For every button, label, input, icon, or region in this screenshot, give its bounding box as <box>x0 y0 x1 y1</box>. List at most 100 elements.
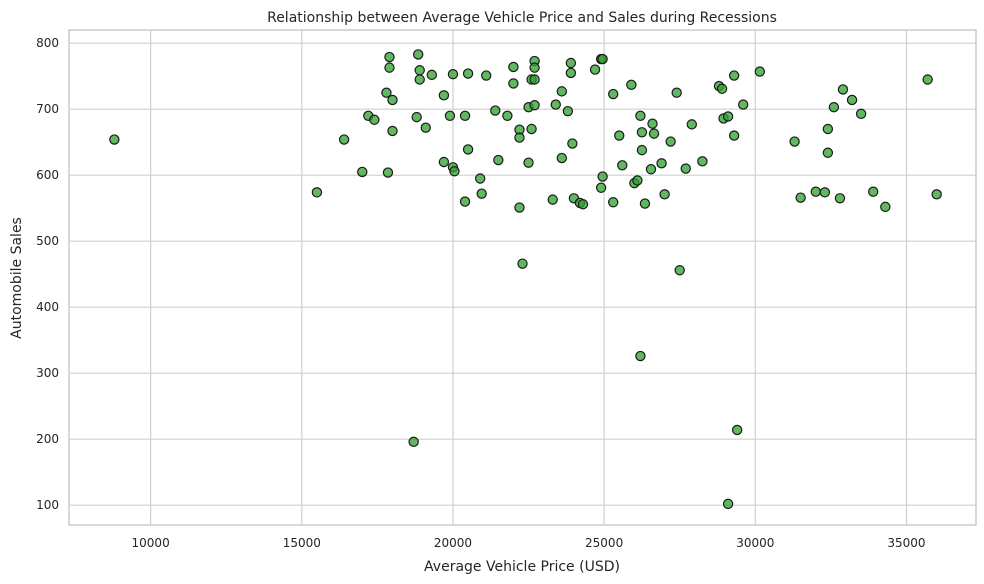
y-tick-label: 500 <box>36 234 59 248</box>
data-point <box>810 186 821 197</box>
data-point <box>635 350 646 362</box>
data-point <box>632 175 643 186</box>
data-point <box>109 134 120 145</box>
data-point <box>514 202 525 213</box>
y-axis-label: Automobile Sales <box>9 217 25 339</box>
x-tick-label: 20000 <box>434 536 472 550</box>
data-point <box>635 110 646 122</box>
data-point <box>738 99 749 110</box>
data-point <box>369 114 380 125</box>
x-tick-labels: 10000 15000 20000 25000 30000 35000 <box>132 536 926 550</box>
x-tick-label: 35000 <box>887 536 925 550</box>
data-point <box>449 166 460 177</box>
data-points <box>109 49 942 510</box>
data-point <box>636 127 648 138</box>
data-point <box>855 108 867 120</box>
data-point <box>382 167 394 178</box>
data-point <box>414 74 425 85</box>
data-point <box>647 118 658 129</box>
data-point <box>822 147 834 158</box>
data-point <box>597 53 608 65</box>
data-point <box>502 110 513 122</box>
data-point <box>412 49 424 60</box>
data-point <box>514 132 525 143</box>
data-point <box>426 69 437 81</box>
data-point <box>846 94 858 106</box>
data-point <box>462 144 474 155</box>
data-point <box>686 119 698 130</box>
data-point <box>656 158 667 169</box>
y-tick-label: 300 <box>36 366 59 380</box>
data-point <box>567 138 578 149</box>
data-point <box>381 87 392 98</box>
data-point <box>547 194 558 205</box>
y-tick-label: 600 <box>36 168 59 182</box>
y-tick-labels: 100 200 300 400 500 600 700 800 <box>36 36 59 512</box>
data-point <box>387 125 398 137</box>
x-axis-label: Average Vehicle Price (USD) <box>424 559 620 575</box>
x-tick-label: 10000 <box>132 536 170 550</box>
y-tick-label: 400 <box>36 300 59 314</box>
data-point <box>476 188 487 199</box>
data-point <box>837 84 849 95</box>
data-point <box>674 265 685 276</box>
data-point <box>614 130 625 141</box>
data-point <box>931 189 942 200</box>
data-point <box>722 111 734 122</box>
data-point <box>597 171 608 182</box>
data-point <box>789 136 800 147</box>
data-point <box>834 193 846 204</box>
data-point <box>754 66 766 77</box>
data-point <box>459 110 471 122</box>
data-point <box>311 187 323 198</box>
data-point <box>722 498 734 510</box>
data-point <box>462 68 474 79</box>
data-point <box>526 123 537 135</box>
data-point <box>665 136 676 147</box>
data-point <box>438 156 450 168</box>
data-point <box>608 88 619 100</box>
data-point <box>577 199 589 210</box>
x-tick-label: 15000 <box>283 536 321 550</box>
data-point <box>728 130 740 141</box>
data-point <box>608 197 619 208</box>
data-point <box>438 90 450 101</box>
data-point <box>880 201 891 213</box>
data-point <box>517 258 528 269</box>
data-point <box>556 152 568 164</box>
data-point <box>565 57 577 69</box>
data-point <box>481 70 492 81</box>
data-point <box>508 61 519 73</box>
data-point <box>387 94 398 106</box>
data-point <box>639 198 651 209</box>
data-point <box>645 164 657 175</box>
data-point <box>595 182 607 193</box>
data-point <box>338 134 350 145</box>
data-point <box>589 64 601 75</box>
chart-title: Relationship between Average Vehicle Pri… <box>267 10 777 26</box>
data-point <box>819 187 831 198</box>
data-point <box>490 105 501 116</box>
data-point <box>822 123 834 135</box>
data-point <box>868 186 879 197</box>
data-point <box>636 144 648 156</box>
data-point <box>411 111 422 123</box>
x-tick-label: 30000 <box>736 536 774 550</box>
data-point <box>680 163 691 174</box>
data-point <box>459 196 471 207</box>
y-tick-label: 100 <box>36 498 59 512</box>
plot-frame <box>68 29 977 526</box>
data-point <box>626 79 637 90</box>
data-point <box>922 74 933 85</box>
x-tick-label: 25000 <box>585 536 623 550</box>
data-point <box>617 160 628 171</box>
data-point <box>562 105 574 117</box>
data-point <box>659 189 670 200</box>
y-tick-label: 800 <box>36 36 59 50</box>
data-point <box>508 78 519 89</box>
data-point <box>493 154 504 166</box>
data-point <box>384 51 395 63</box>
data-point <box>420 122 431 133</box>
data-point <box>728 70 740 81</box>
